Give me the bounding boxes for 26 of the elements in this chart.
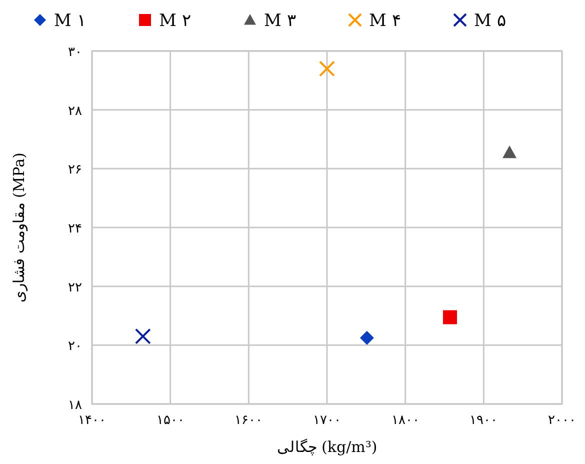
x-tick-label: ۱۴۰۰: [78, 413, 106, 428]
x-tick-label: ۱۸۰۰: [391, 413, 420, 428]
point: [360, 330, 374, 345]
x-tick-label: ۱۹۰۰: [470, 413, 498, 428]
legend-label: M ۱: [54, 11, 86, 31]
x-axis-title: چگالی (kg/m³): [276, 438, 378, 456]
x-tick-label: ۱۶۰۰: [234, 413, 263, 428]
x-tick-label: ۱۷۰۰: [313, 413, 341, 428]
x-tick-label: ۱۵۰۰: [156, 413, 184, 428]
point: [442, 310, 457, 324]
y-tick-label: ۱۸: [68, 398, 82, 413]
y-axis-title: مقاومت فشاری (MPa): [10, 152, 28, 302]
y-tick-label: ۲۴: [68, 222, 82, 236]
y-tick-label: ۲۲: [68, 280, 82, 296]
legend-label: M ۲: [159, 11, 191, 31]
y-tick-label: ۲۸: [68, 104, 82, 119]
point: [502, 145, 517, 158]
point: [134, 328, 151, 344]
legend-label: M ۴: [369, 11, 401, 31]
y-tick-label: ۲۰: [68, 339, 82, 354]
legend-label: M ۳: [264, 11, 296, 31]
y-tick-label: ۲۶: [68, 162, 82, 178]
legend-label: M ۵: [474, 11, 506, 31]
x-tick-label: ۲۰۰۰: [548, 413, 576, 428]
y-tick-label: ۳۰: [68, 45, 82, 60]
point: [319, 60, 335, 77]
